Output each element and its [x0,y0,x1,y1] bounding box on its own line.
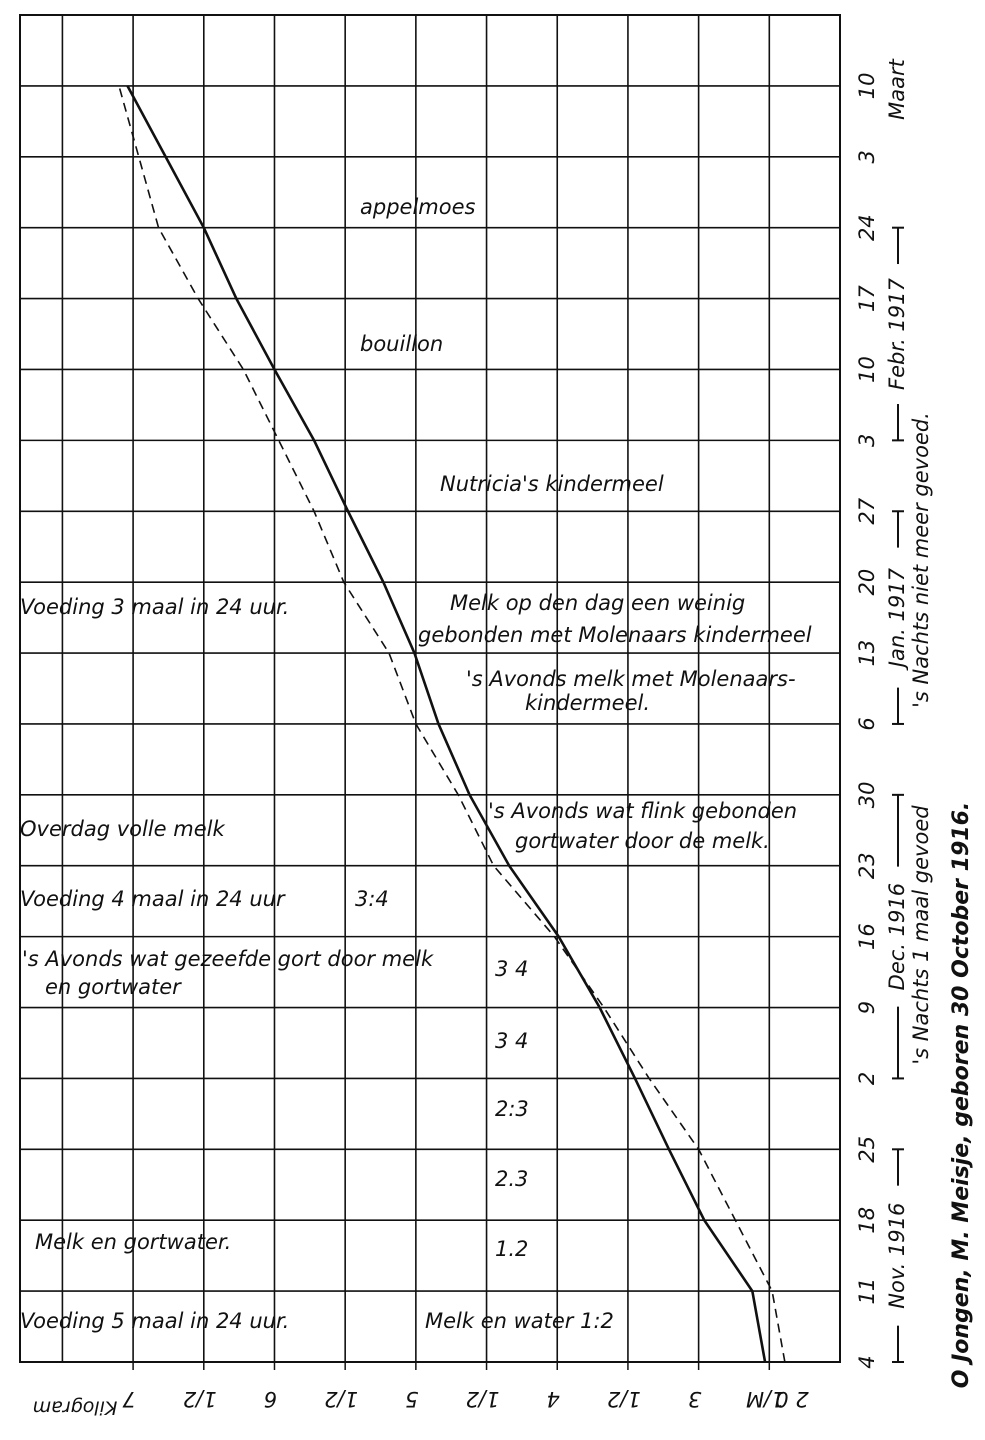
x-end-label: 2 0 [775,1387,808,1411]
x-axis-label: Kilogram [33,1397,118,1419]
annotation: 3 4 [495,957,528,981]
y-tick-label: 2 [855,1072,879,1085]
y-tick-label: 3 [855,150,879,163]
y-tick-label: 25 [855,1136,879,1163]
x-tick-label: 1/M [746,1387,785,1411]
y-tick-label: 16 [855,923,879,950]
month-label-bg [884,1185,912,1326]
x-tick-label: 4 [547,1387,560,1411]
month-label: Nov. 1916 [885,1203,909,1309]
annotation: Melk en gortwater. [35,1230,231,1254]
x-tick-label: 1/2 [183,1387,217,1411]
month-label-bg [884,866,912,1007]
y-tick-label: 13 [855,640,879,667]
weight-line [118,85,786,1363]
month-label: Dec. 1916 [885,883,909,990]
y-tick-label: 4 [855,1355,879,1368]
month-label-bg [884,19,912,160]
annotation: Melk en water 1:2 [425,1309,614,1333]
note: 's Nachts niet meer gevoed. [909,412,933,708]
annotation: 's Avonds wat flink gebonden [488,799,797,823]
annotation: appelmoes [360,195,476,219]
y-tick-label: 20 [855,569,879,596]
y-tick-label: 18 [855,1207,879,1234]
y-tick-label: 24 [855,214,879,241]
month-label: Maart [885,58,909,119]
x-tick-label: 7 [122,1387,136,1411]
annotation: Voeding 4 maal in 24 uur [20,887,286,911]
x-tick-label: 1/2 [324,1387,358,1411]
y-tick-label: 17 [855,285,879,312]
month-label: Febr. 1917 [885,277,909,389]
note-bg [908,785,936,1085]
y-tick-label: 9 [855,1001,879,1014]
annotation: kindermeel. [525,691,650,715]
note-bg [908,410,936,710]
annotation: Melk op den dag een weinig [450,591,745,615]
x-tick-label: 6 [264,1387,277,1411]
x-tick-label: 5 [405,1387,418,1411]
annotation: 2:3 [495,1097,529,1121]
annotation: Voeding 5 maal in 24 uur. [20,1309,289,1333]
annotation: gortwater door de melk. [515,829,770,853]
annotation: Voeding 3 maal in 24 uur. [20,595,289,619]
annotation: 's Avonds melk met Molenaars- [466,667,796,691]
annotation: 1.2 [495,1237,528,1261]
month-label-bg [884,264,912,405]
y-tick-label: 30 [855,781,879,808]
y-tick-label: 11 [855,1278,879,1305]
annotation: 's Avonds wat gezeefde gort door melk [22,947,434,971]
month-label-bg [884,547,912,688]
y-tick-label: 10 [855,73,879,100]
note: O Jongen, M. Meisje, geboren 30 October … [949,802,974,1389]
annotation: 3 4 [495,1029,528,1053]
x-tick-label: 3 [688,1387,701,1411]
plot-frame [19,14,841,1363]
y-tick-label: 6 [855,717,879,730]
weight-line [126,85,767,1363]
annotation: bouillon [360,332,443,356]
y-tick-label: 10 [855,356,879,383]
annotation: 3:4 [355,887,389,911]
y-tick-label: 27 [855,497,879,524]
month-label: Jan. 1917 [885,567,909,671]
note: 's Nachts 1 maal gevoed [909,805,933,1065]
y-tick-label: 3 [855,434,879,447]
annotation: en gortwater [45,975,182,999]
y-tick-label: 23 [855,852,879,879]
x-tick-label: 1/2 [466,1387,500,1411]
annotation: Nutricia's kindermeel [440,472,664,496]
x-tick-label: 1/2 [607,1387,641,1411]
annotation: 2.3 [495,1167,528,1191]
annotation: gebonden met Molenaars kindermeel [418,623,812,647]
annotation: Overdag volle melk [20,817,225,841]
